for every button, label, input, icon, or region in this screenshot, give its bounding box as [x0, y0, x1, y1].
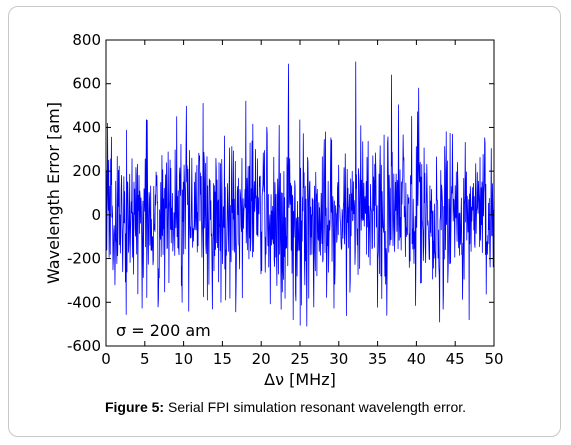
- x-tick-label: 5: [140, 350, 150, 368]
- figure-caption: Figure 5: Serial FPI simulation resonant…: [0, 399, 571, 415]
- x-axis-label: Δν [MHz]: [264, 370, 336, 389]
- y-tick-label: 200: [72, 162, 101, 180]
- y-tick-label: -400: [67, 293, 101, 311]
- caption-text: Serial FPI simulation resonant wavelengt…: [164, 399, 467, 415]
- sigma-annotation: σ = 200 am: [116, 321, 211, 340]
- x-tick-label: 15: [213, 350, 232, 368]
- x-tick-label: 30: [329, 350, 348, 368]
- y-tick-label: 800: [72, 31, 101, 49]
- series-line: [106, 61, 494, 327]
- x-tick-label: 10: [174, 350, 193, 368]
- y-tick-label: -600: [67, 337, 101, 355]
- chart-svg: 0 5 10 15 20 25 30 35 40 45 50 -600 -400 -200 0 200 400 6…: [44, 31, 504, 389]
- x-tick-label: 50: [484, 350, 503, 368]
- y-axis-label: Wavelength Error [am]: [44, 102, 63, 284]
- axis-layer: 0 5 10 15 20 25 30 35 40 45 50 -600 -400 -200 0 200 400 6…: [67, 31, 504, 368]
- caption-label: Figure 5:: [104, 399, 165, 415]
- y-tick-label: -200: [67, 250, 101, 268]
- x-tick-label: 35: [368, 350, 387, 368]
- x-tick-label: 20: [252, 350, 271, 368]
- y-tick-label: 400: [72, 118, 101, 136]
- data-series-layer: [106, 61, 494, 327]
- x-tick-label: 45: [446, 350, 465, 368]
- y-tick-label: 0: [91, 206, 101, 224]
- x-tick-label: 0: [101, 350, 111, 368]
- x-tick-label: 25: [290, 350, 309, 368]
- y-tick-label: 600: [72, 75, 101, 93]
- x-tick-label: 40: [407, 350, 426, 368]
